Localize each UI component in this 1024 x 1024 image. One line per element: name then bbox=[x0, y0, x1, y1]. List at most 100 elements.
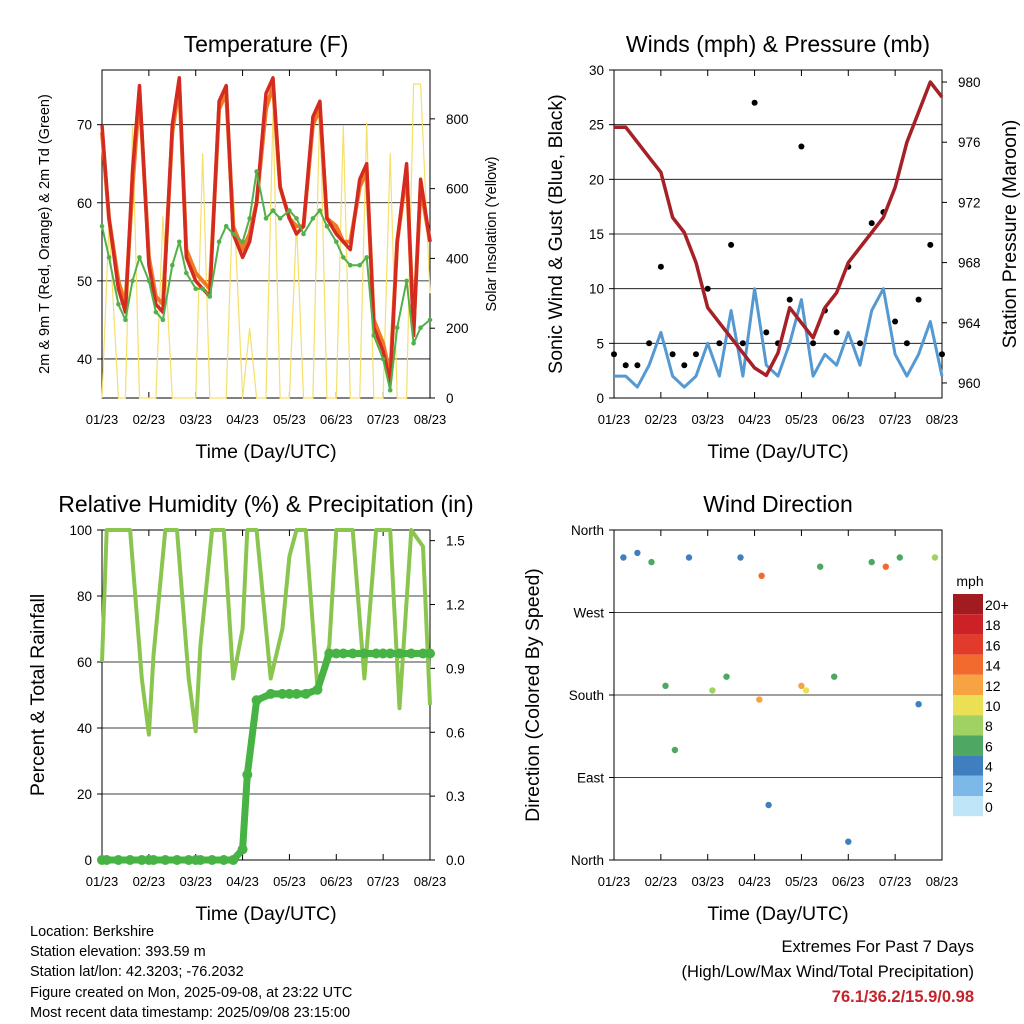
direction-point bbox=[756, 696, 763, 703]
dewpoint-point bbox=[404, 278, 409, 284]
gust-point bbox=[681, 362, 688, 369]
temperature-x-tick-label: 08/23 bbox=[414, 412, 447, 427]
precip-point bbox=[291, 688, 302, 699]
temperature-y2-tick-label: 600 bbox=[446, 182, 469, 197]
gust-point bbox=[798, 143, 805, 150]
precip-point bbox=[172, 855, 182, 865]
humidity-x-tick-label: 03/23 bbox=[179, 874, 212, 889]
gust-point bbox=[622, 362, 629, 369]
precip-point bbox=[347, 648, 358, 659]
winds-x-tick-label: 04/23 bbox=[738, 412, 771, 427]
dewpoint-point bbox=[247, 216, 252, 221]
dewpoint-point bbox=[254, 169, 259, 174]
dewpoint-point bbox=[357, 262, 363, 268]
direction-point bbox=[758, 572, 765, 579]
humidity-y2-tick-label: 0.6 bbox=[446, 725, 465, 740]
precip-point bbox=[324, 648, 335, 659]
direction-point bbox=[723, 673, 730, 680]
precip-point bbox=[284, 688, 295, 699]
legend-label: 18 bbox=[985, 617, 1001, 633]
temperature-y2-tick-label: 400 bbox=[446, 251, 469, 266]
direction-x-tick-label: 05/23 bbox=[785, 874, 818, 889]
legend-label: 10 bbox=[985, 698, 1001, 714]
winds-x-tick-label: 02/23 bbox=[645, 412, 678, 427]
direction-point bbox=[737, 554, 744, 561]
humidity-y-tick-label: 60 bbox=[77, 655, 92, 670]
gust-point bbox=[868, 220, 875, 227]
gust-point bbox=[634, 362, 641, 369]
temperature-panel: Temperature (F) Time (Day/UTC) 01/23 02/23 0… bbox=[37, 31, 500, 463]
temperature-x-axis-label: Time (Day/UTC) bbox=[195, 441, 336, 463]
legend-label: 14 bbox=[985, 658, 1001, 674]
temperature-y2-axis-label: Solar Insolation (Yellow) bbox=[484, 156, 500, 311]
humidity-y-axis-label: Percent & Total Rainfall bbox=[27, 594, 49, 796]
legend-swatch bbox=[953, 775, 983, 796]
precip-point bbox=[277, 688, 288, 699]
dewpoint-point bbox=[371, 333, 377, 338]
dewpoint-point bbox=[216, 239, 222, 245]
gust-point bbox=[903, 340, 910, 347]
direction-y-tick-label: East bbox=[577, 771, 604, 786]
dewpoint-point bbox=[207, 294, 213, 299]
winds-x-tick-label: 05/23 bbox=[785, 412, 818, 427]
temperature-x-tick-label: 05/23 bbox=[273, 412, 306, 427]
direction-y-tick-label: South bbox=[569, 688, 604, 703]
extremes-title: Extremes For Past 7 Days bbox=[781, 938, 974, 956]
temperature-y2-tick-label: 800 bbox=[446, 112, 469, 127]
dewpoint-point bbox=[310, 216, 316, 221]
winds-y-tick-label: 20 bbox=[589, 172, 604, 187]
legend-label: 16 bbox=[985, 637, 1001, 653]
dewpoint-point bbox=[130, 278, 135, 284]
temperature-y2-tick-label: 0 bbox=[446, 391, 454, 406]
legend-swatch bbox=[953, 735, 983, 756]
dewpoint-point bbox=[184, 270, 189, 276]
precip-point bbox=[425, 648, 435, 659]
direction-x-tick-label: 04/23 bbox=[738, 874, 771, 889]
winds-y-tick-label: 10 bbox=[589, 282, 604, 297]
direction-point bbox=[817, 563, 824, 570]
precip-point bbox=[125, 855, 136, 865]
winds-y2-tick-label: 976 bbox=[958, 135, 981, 150]
direction-point bbox=[671, 746, 679, 754]
winds-y-tick-label: 5 bbox=[596, 336, 604, 351]
direction-y-tick-label: North bbox=[571, 523, 604, 538]
humidity-y2-tick-label: 0.3 bbox=[446, 789, 465, 804]
gust-point bbox=[693, 351, 699, 358]
direction-y-axis-label: Direction (Colored By Speed) bbox=[522, 568, 544, 822]
precip-point bbox=[228, 855, 239, 865]
dewpoint-point bbox=[427, 317, 433, 323]
station-info: Location: Berkshire Station elevation: 3… bbox=[30, 922, 352, 1023]
humidity-panel: Relative Humidity (%) & Precipitation (i… bbox=[27, 491, 474, 925]
humidity-x-tick-label: 07/23 bbox=[367, 874, 400, 889]
temperature-x-tick-label: 04/23 bbox=[226, 412, 259, 427]
precip-point bbox=[378, 648, 389, 659]
direction-y-tick-label: West bbox=[573, 606, 604, 621]
precip-point bbox=[160, 855, 171, 865]
direction-point bbox=[802, 687, 810, 694]
precip-point bbox=[136, 855, 147, 865]
humidity-x-axis-label: Time (Day/UTC) bbox=[195, 903, 336, 925]
precip-point bbox=[312, 684, 323, 695]
precip-point bbox=[148, 855, 159, 865]
winds-y2-tick-label: 980 bbox=[958, 75, 981, 90]
gust-point bbox=[939, 351, 945, 358]
dewpoint-point bbox=[287, 208, 292, 213]
winds-title: Winds (mph) & Pressure (mb) bbox=[626, 31, 930, 57]
direction-x-tick-label: 07/23 bbox=[879, 874, 912, 889]
precip-point bbox=[418, 648, 428, 659]
direction-panel: Wind Direction Time (Day/UTC) 01/23 02/23 03… bbox=[522, 491, 1009, 925]
extremes-box: Extremes For Past 7 Days (High/Low/Max W… bbox=[681, 935, 974, 1010]
latest-timestamp-text: Most recent data timestamp: 2025/09/08 2… bbox=[30, 1004, 351, 1021]
dewpoint-point bbox=[99, 223, 105, 229]
direction-x-axis-label: Time (Day/UTC) bbox=[707, 903, 848, 925]
temperature-y-tick-label: 50 bbox=[77, 274, 92, 289]
dewpoint-point bbox=[193, 286, 198, 292]
legend-label: 6 bbox=[985, 738, 993, 754]
winds-y-tick-label: 25 bbox=[589, 118, 604, 133]
location-text: Location: Berkshire bbox=[30, 924, 155, 940]
precip-point bbox=[207, 855, 218, 865]
dewpoint-point bbox=[394, 325, 400, 331]
legend-swatch bbox=[953, 755, 983, 776]
humidity-x-tick-label: 04/23 bbox=[226, 874, 259, 889]
